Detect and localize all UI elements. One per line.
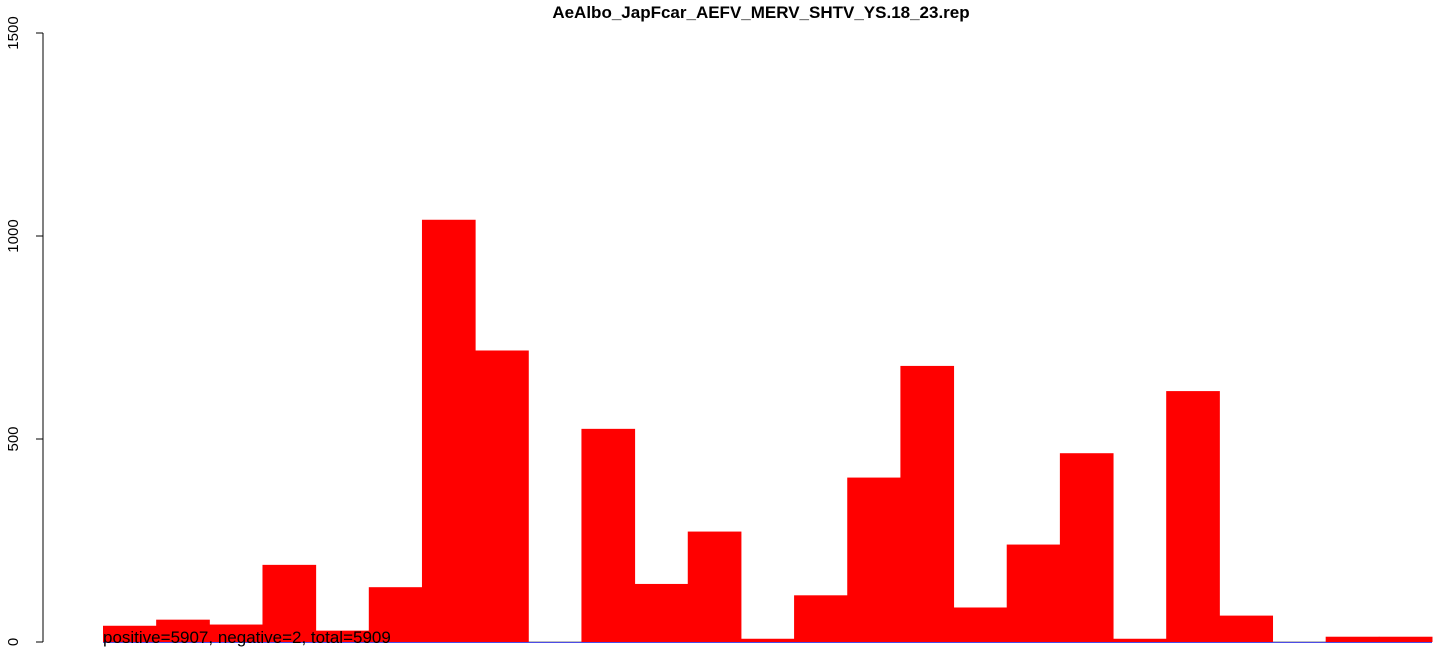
bar xyxy=(421,219,476,642)
bar xyxy=(634,583,689,642)
bar xyxy=(953,607,1008,642)
bar xyxy=(368,587,423,642)
chart-title: AeAlbo_JapFcar_AEFV_MERV_SHTV_YS.18_23.r… xyxy=(552,3,969,22)
bar xyxy=(1006,544,1061,642)
bar xyxy=(262,564,317,642)
bar xyxy=(209,624,263,642)
summary-annotation: positive=5907, negative=2, total=5909 xyxy=(103,628,391,647)
bar xyxy=(740,638,795,642)
bar xyxy=(847,477,901,642)
bar xyxy=(1166,391,1220,642)
bar xyxy=(1113,638,1167,642)
bar xyxy=(103,625,157,642)
bar xyxy=(315,630,370,642)
y-tick-label: 1500 xyxy=(5,16,22,49)
bar xyxy=(794,595,848,642)
bar xyxy=(687,531,742,642)
bar xyxy=(1059,453,1114,642)
y-tick-label: 1000 xyxy=(5,219,22,252)
bar xyxy=(156,619,210,642)
bar xyxy=(1219,615,1274,642)
bars xyxy=(103,219,1433,642)
y-tick-label: 500 xyxy=(5,426,22,451)
bar xyxy=(581,428,636,642)
y-tick-label: 0 xyxy=(5,638,22,646)
bar xyxy=(1325,636,1380,642)
bar xyxy=(475,350,529,642)
bar xyxy=(1378,636,1433,642)
bar xyxy=(900,365,955,642)
y-axis: 0 500 1000 1500 xyxy=(5,16,44,646)
